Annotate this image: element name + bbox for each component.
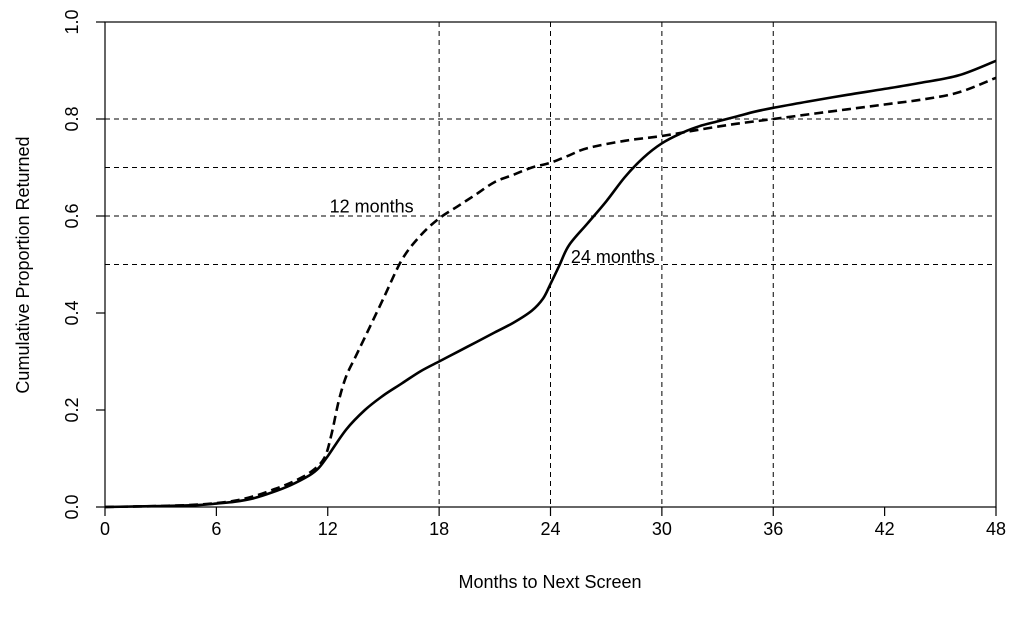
y-tick-label: 0.2 <box>62 397 82 422</box>
x-axis-title: Months to Next Screen <box>458 572 641 592</box>
annotation-label: 24 months <box>571 247 655 267</box>
x-tick-label: 18 <box>429 519 449 539</box>
annotations: 12 months 24 months <box>330 196 655 267</box>
y-tick-label: 0.6 <box>62 203 82 228</box>
y-tick-label: 0.0 <box>62 494 82 519</box>
x-tick-label: 6 <box>211 519 221 539</box>
x-tick-label: 12 <box>318 519 338 539</box>
x-tick-label: 0 <box>100 519 110 539</box>
series-line-1 <box>104 76 997 509</box>
y-axis: 0.0 0.2 0.4 0.6 0.8 1.0 <box>62 9 105 520</box>
x-tick-label: 24 <box>540 519 560 539</box>
y-tick-label: 0.8 <box>62 106 82 131</box>
x-tick-label: 48 <box>986 519 1006 539</box>
y-tick-label: 0.4 <box>62 300 82 325</box>
y-axis-title: Cumulative Proportion Returned <box>13 136 33 393</box>
x-tick-label: 30 <box>652 519 672 539</box>
x-tick-label: 42 <box>875 519 895 539</box>
annotation-label: 12 months <box>330 196 414 216</box>
reference-lines <box>105 22 996 507</box>
series-layer <box>104 59 997 509</box>
series-line-2 <box>104 59 997 509</box>
x-axis: 0 6 12 18 24 30 36 42 48 <box>100 507 1006 539</box>
x-tick-label: 36 <box>763 519 783 539</box>
y-tick-label: 1.0 <box>62 9 82 34</box>
